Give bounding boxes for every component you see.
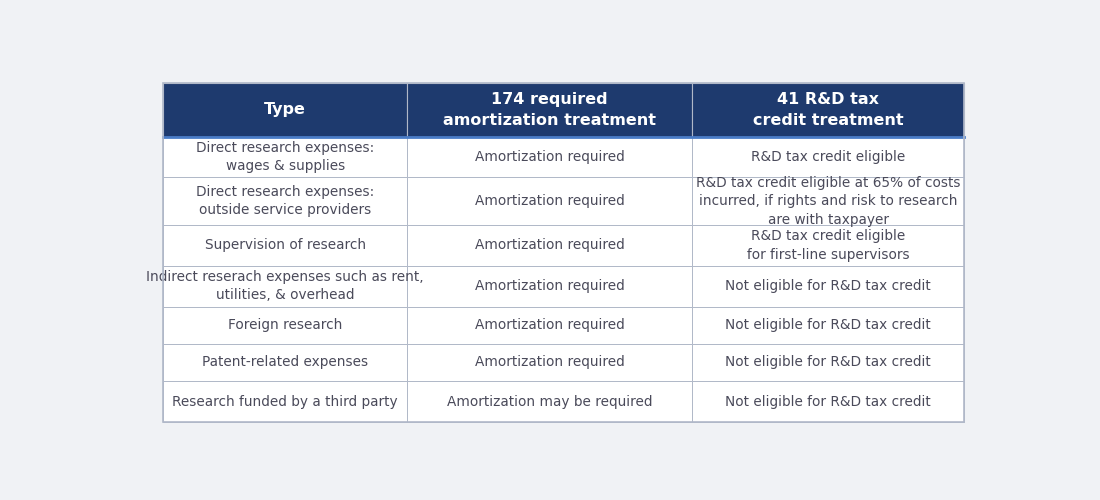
Text: Not eligible for R&D tax credit: Not eligible for R&D tax credit <box>725 279 931 293</box>
Text: R&D tax credit eligible at 65% of costs
incurred, if rights and risk to research: R&D tax credit eligible at 65% of costs … <box>696 176 960 226</box>
Text: Amortization may be required: Amortization may be required <box>447 394 652 408</box>
Text: Direct research expenses:
wages & supplies: Direct research expenses: wages & suppli… <box>196 141 374 173</box>
Bar <box>163 83 965 422</box>
Text: Not eligible for R&D tax credit: Not eligible for R&D tax credit <box>725 356 931 370</box>
Text: Amortization required: Amortization required <box>475 150 625 164</box>
Text: Amortization required: Amortization required <box>475 356 625 370</box>
Text: Indirect reserach expenses such as rent,
utilities, & overhead: Indirect reserach expenses such as rent,… <box>146 270 425 302</box>
Text: Amortization required: Amortization required <box>475 238 625 252</box>
Text: Patent-related expenses: Patent-related expenses <box>202 356 368 370</box>
Text: R&D tax credit eligible
for first-line supervisors: R&D tax credit eligible for first-line s… <box>747 229 910 262</box>
Bar <box>407 225 692 266</box>
Bar <box>407 266 692 306</box>
Bar <box>407 381 692 422</box>
Text: Research funded by a third party: Research funded by a third party <box>173 394 398 408</box>
Bar <box>163 344 407 381</box>
Text: Amortization required: Amortization required <box>475 279 625 293</box>
Bar <box>692 344 965 381</box>
Bar <box>407 83 692 136</box>
Bar <box>407 136 692 177</box>
Text: Not eligible for R&D tax credit: Not eligible for R&D tax credit <box>725 318 931 332</box>
Text: Direct research expenses:
outside service providers: Direct research expenses: outside servic… <box>196 185 374 218</box>
Text: Type: Type <box>264 102 306 118</box>
Text: Foreign research: Foreign research <box>228 318 342 332</box>
Bar <box>163 225 407 266</box>
Bar <box>692 381 965 422</box>
Text: 174 required
amortization treatment: 174 required amortization treatment <box>443 92 657 128</box>
Bar <box>407 344 692 381</box>
Bar <box>692 266 965 306</box>
Bar <box>163 178 407 225</box>
Bar <box>692 178 965 225</box>
Bar <box>163 381 407 422</box>
Text: Amortization required: Amortization required <box>475 318 625 332</box>
Text: 41 R&D tax
credit treatment: 41 R&D tax credit treatment <box>752 92 903 128</box>
Bar <box>163 83 407 136</box>
Text: Not eligible for R&D tax credit: Not eligible for R&D tax credit <box>725 394 931 408</box>
Bar <box>407 178 692 225</box>
Bar <box>692 306 965 344</box>
Bar <box>692 136 965 177</box>
Text: Supervision of research: Supervision of research <box>205 238 366 252</box>
Bar <box>692 83 965 136</box>
Bar <box>692 225 965 266</box>
Bar <box>163 266 407 306</box>
Bar <box>163 306 407 344</box>
Text: R&D tax credit eligible: R&D tax credit eligible <box>751 150 905 164</box>
Text: Amortization required: Amortization required <box>475 194 625 208</box>
Bar <box>163 136 407 177</box>
Bar <box>407 306 692 344</box>
